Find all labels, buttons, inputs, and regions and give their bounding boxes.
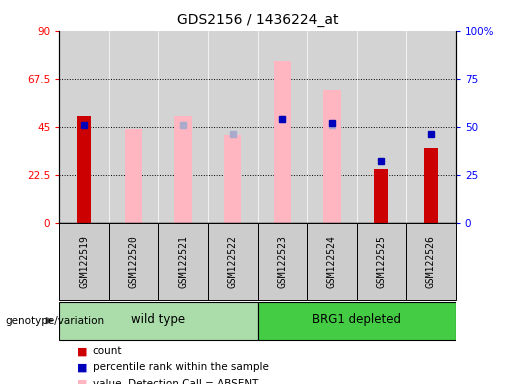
Text: GSM122522: GSM122522 — [228, 235, 238, 288]
Text: GSM122523: GSM122523 — [277, 235, 287, 288]
Bar — [258, 302, 456, 339]
Text: ■: ■ — [77, 346, 88, 356]
Text: GSM122519: GSM122519 — [79, 235, 89, 288]
Bar — [224, 135, 242, 223]
Bar — [406, 223, 456, 300]
Bar — [125, 129, 142, 223]
Bar — [273, 61, 291, 223]
Bar — [258, 223, 307, 300]
Bar — [175, 116, 192, 223]
Bar — [59, 223, 109, 300]
Bar — [424, 148, 438, 223]
Bar — [356, 223, 406, 300]
Text: genotype/variation: genotype/variation — [5, 316, 104, 326]
Bar — [159, 223, 208, 300]
Text: count: count — [93, 346, 122, 356]
Bar — [109, 223, 159, 300]
Bar — [374, 169, 388, 223]
Text: value, Detection Call = ABSENT: value, Detection Call = ABSENT — [93, 379, 258, 384]
Text: GSM122521: GSM122521 — [178, 235, 188, 288]
Bar — [77, 116, 91, 223]
Text: GSM122526: GSM122526 — [426, 235, 436, 288]
Text: GSM122524: GSM122524 — [327, 235, 337, 288]
Text: GSM122525: GSM122525 — [376, 235, 386, 288]
Text: GDS2156 / 1436224_at: GDS2156 / 1436224_at — [177, 13, 338, 27]
Text: ■: ■ — [77, 379, 88, 384]
Text: wild type: wild type — [131, 313, 185, 326]
Text: percentile rank within the sample: percentile rank within the sample — [93, 362, 269, 372]
Text: BRG1 depleted: BRG1 depleted — [312, 313, 401, 326]
Bar — [208, 223, 258, 300]
Bar — [59, 302, 258, 339]
Text: GSM122520: GSM122520 — [129, 235, 139, 288]
Bar — [323, 91, 340, 223]
Text: ■: ■ — [77, 362, 88, 372]
Bar — [307, 223, 356, 300]
